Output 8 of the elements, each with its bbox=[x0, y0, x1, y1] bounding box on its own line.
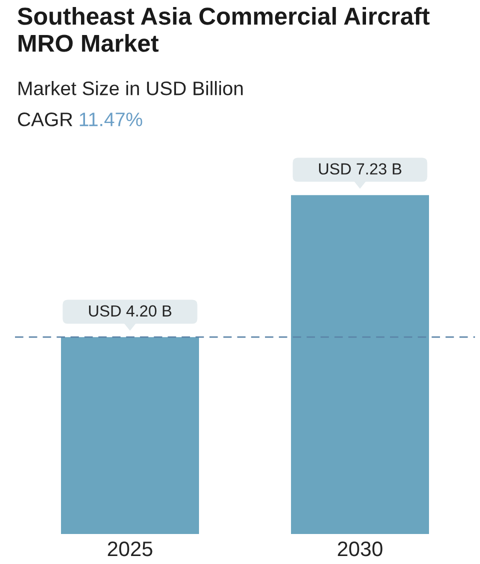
text: 11.47% bbox=[80, 112, 142, 126]
x-tick-label: 2030 bbox=[338, 541, 382, 556]
chart-subtitle: Market Size in USD Billion bbox=[18, 81, 243, 96]
chart-title: Southeast Asia Commercial Aircraft MRO Market bbox=[18, 7, 430, 52]
data-label: USD 4.20 B bbox=[89, 305, 172, 317]
text: CAGR bbox=[18, 112, 72, 126]
data-label: USD 7.23 B bbox=[319, 163, 402, 175]
x-tick-label: 2025 bbox=[108, 541, 152, 556]
